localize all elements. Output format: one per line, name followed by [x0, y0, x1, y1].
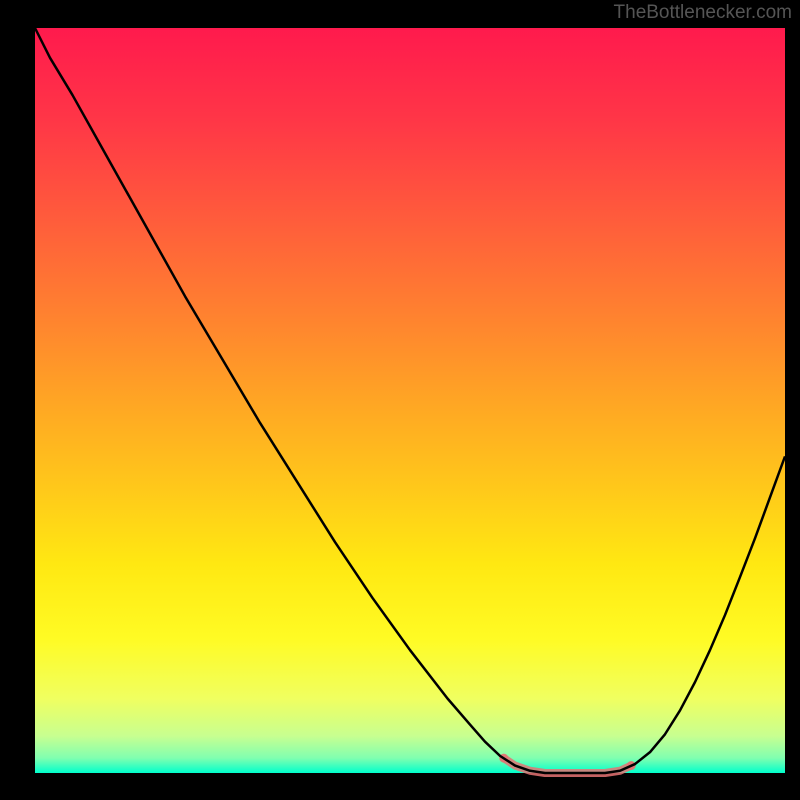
chart-container: TheBottlenecker.com: [0, 0, 800, 800]
watermark: TheBottlenecker.com: [614, 2, 792, 24]
plot-background: [35, 28, 785, 773]
chart-svg: [0, 0, 800, 800]
